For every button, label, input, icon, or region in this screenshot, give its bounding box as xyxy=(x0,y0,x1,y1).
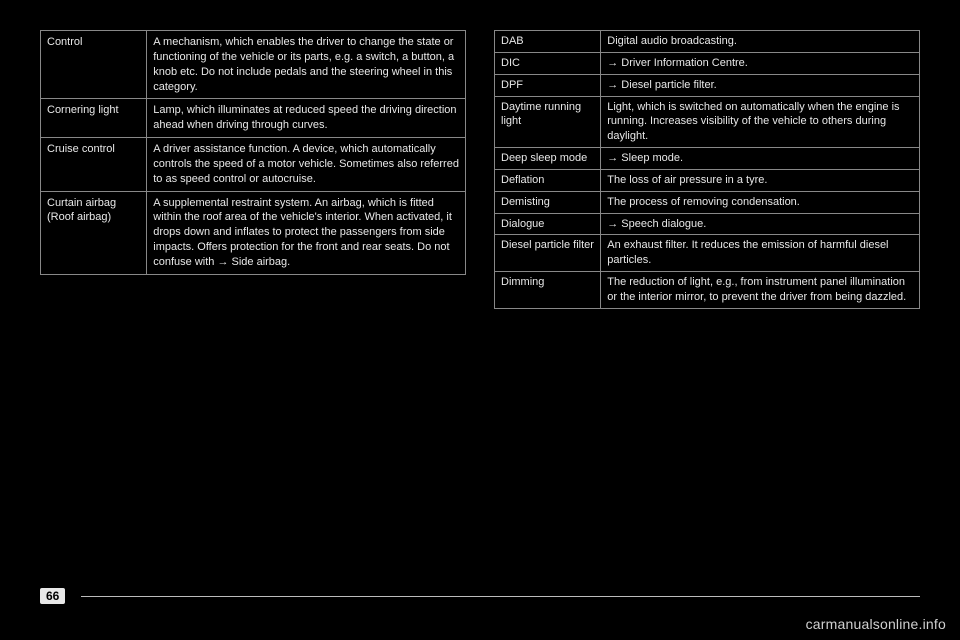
table-row: Cornering lightLamp, which illuminates a… xyxy=(41,99,466,138)
term-cell: Diesel particle filter xyxy=(495,235,601,272)
definition-cell: Digital audio broadcasting. xyxy=(601,31,920,53)
definition-cell: → Diesel particle filter. xyxy=(601,74,920,96)
term-cell: Curtain airbag (Roof airbag) xyxy=(41,191,147,274)
table-row: Curtain airbag (Roof airbag)A supplement… xyxy=(41,191,466,274)
definition-cell: A supplemental restraint system. An airb… xyxy=(147,191,466,274)
watermark-text: carmanualsonline.info xyxy=(806,616,946,632)
term-cell: DPF xyxy=(495,74,601,96)
term-cell: Demisting xyxy=(495,191,601,213)
table-row: ControlA mechanism, which enables the dr… xyxy=(41,31,466,99)
definition-cell: → Speech dialogue. xyxy=(601,213,920,235)
footer: 66 xyxy=(0,588,960,604)
table-row: Daytime running lightLight, which is swi… xyxy=(495,96,920,148)
table-row: DPF→ Diesel particle filter. xyxy=(495,74,920,96)
term-cell: Dimming xyxy=(495,272,601,309)
right-column: DABDigital audio broadcasting.DIC→ Drive… xyxy=(494,30,920,309)
term-cell: Dialogue xyxy=(495,213,601,235)
table-row: Dialogue→ Speech dialogue. xyxy=(495,213,920,235)
table-row: DimmingThe reduction of light, e.g., fro… xyxy=(495,272,920,309)
term-cell: DAB xyxy=(495,31,601,53)
definition-cell: The loss of air pressure in a tyre. xyxy=(601,169,920,191)
glossary-table-left: ControlA mechanism, which enables the dr… xyxy=(40,30,466,275)
definition-cell: An exhaust filter. It reduces the emissi… xyxy=(601,235,920,272)
definition-cell: A mechanism, which enables the driver to… xyxy=(147,31,466,99)
table-row: Diesel particle filterAn exhaust filter.… xyxy=(495,235,920,272)
term-cell: Deep sleep mode xyxy=(495,148,601,170)
definition-cell: The reduction of light, e.g., from instr… xyxy=(601,272,920,309)
page-content: ControlA mechanism, which enables the dr… xyxy=(0,0,960,329)
definition-cell: → Driver Information Centre. xyxy=(601,52,920,74)
term-cell: Cornering light xyxy=(41,99,147,138)
glossary-table-right: DABDigital audio broadcasting.DIC→ Drive… xyxy=(494,30,920,309)
definition-cell: → Sleep mode. xyxy=(601,148,920,170)
term-cell: Daytime running light xyxy=(495,96,601,148)
definition-cell: Lamp, which illuminates at reduced speed… xyxy=(147,99,466,138)
definition-cell: A driver assistance function. A device, … xyxy=(147,138,466,192)
table-row: DeflationThe loss of air pressure in a t… xyxy=(495,169,920,191)
table-row: Cruise controlA driver assistance functi… xyxy=(41,138,466,192)
definition-cell: The process of removing condensation. xyxy=(601,191,920,213)
left-column: ControlA mechanism, which enables the dr… xyxy=(40,30,466,309)
term-cell: Deflation xyxy=(495,169,601,191)
page-number: 66 xyxy=(40,588,65,604)
table-row: DIC→ Driver Information Centre. xyxy=(495,52,920,74)
table-row: DABDigital audio broadcasting. xyxy=(495,31,920,53)
definition-cell: Light, which is switched on automaticall… xyxy=(601,96,920,148)
table-row: DemistingThe process of removing condens… xyxy=(495,191,920,213)
term-cell: Control xyxy=(41,31,147,99)
table-row: Deep sleep mode→ Sleep mode. xyxy=(495,148,920,170)
term-cell: Cruise control xyxy=(41,138,147,192)
term-cell: DIC xyxy=(495,52,601,74)
footer-rule xyxy=(81,596,920,597)
